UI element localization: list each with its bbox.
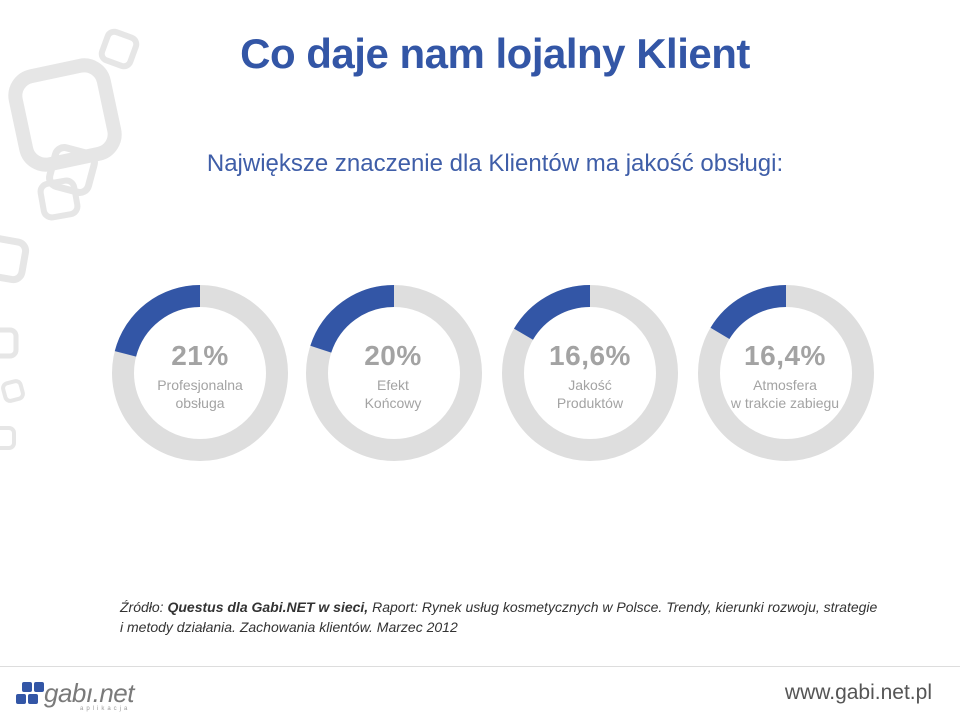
donut-label-4: 16,4% Atmosfera w trakcie zabiegu [700, 340, 870, 412]
donut-label-1: 21% Profesjonalna obsługa [115, 340, 285, 412]
donut-value-2: 20% [364, 340, 422, 371]
donut-caption-1b: obsługa [175, 395, 225, 411]
donut-arc-1 [114, 285, 201, 357]
logo-subtext: aplikacja [80, 706, 131, 712]
donut-caption-4b: w trakcie zabiegu [730, 395, 840, 411]
donut-value-1: 21% [171, 340, 229, 371]
donut-caption-3b: Produktów [556, 395, 624, 411]
donut-arc-2 [310, 285, 395, 353]
page-title: Co daje nam lojalny Klient [240, 30, 750, 77]
donut-arc-4 [710, 285, 787, 340]
source-note: Źródło: Questus dla Gabi.NET w sieci, Ra… [120, 597, 880, 637]
gabinet-logo-icon [16, 682, 44, 704]
source-author: Questus dla Gabi.NET w sieci, [167, 599, 373, 615]
source-title: Raport: Rynek usług kosmetycznych w Pols… [120, 599, 878, 635]
footer-divider [0, 666, 960, 667]
donut-label-2: 20% Efekt Końcowy [308, 340, 478, 412]
source-prefix: Źródło: [120, 599, 168, 615]
donut-label-3: 16,6% Jakość Produktów [505, 340, 675, 412]
page-subtitle: Największe znaczenie dla Klientów ma jak… [206, 150, 784, 177]
logo-text: gabı.net [44, 678, 134, 708]
decorative-squares [0, 28, 140, 450]
donut-value-3: 16,6% [549, 340, 631, 371]
donut-caption-1a: Profesjonalna [157, 377, 243, 393]
website-link[interactable]: www.gabi.net.pl [784, 681, 932, 704]
donut-caption-2b: Końcowy [364, 395, 422, 411]
donut-caption-4a: Atmosfera [753, 377, 817, 393]
donut-arc-3 [513, 285, 591, 341]
donut-caption-3a: Jakość [568, 377, 612, 393]
donut-caption-2a: Efekt [377, 377, 409, 393]
donut-value-4: 16,4% [744, 340, 826, 371]
